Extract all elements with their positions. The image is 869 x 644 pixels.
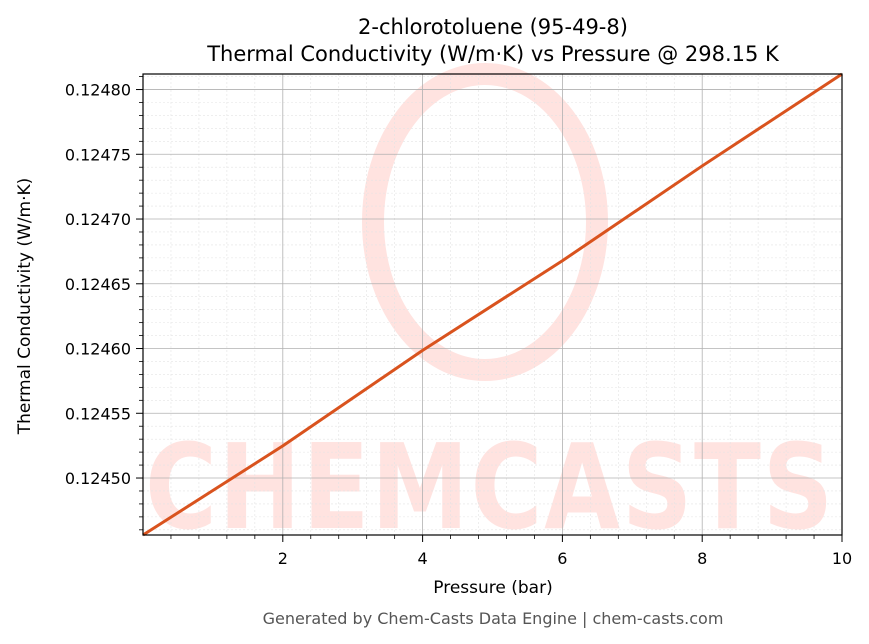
- series-layer: [142, 72, 843, 537]
- y-tick-label: 0.12465: [65, 275, 131, 294]
- plot-frame: [142, 73, 843, 536]
- series-line: [142, 72, 843, 537]
- x-tick-label: 6: [557, 549, 567, 568]
- x-tick-label: 4: [418, 549, 428, 568]
- y-axis-ticks: 0.12450 0.12455 0.12460 0.12465 0.12470 0.124…: [65, 76, 143, 531]
- y-axis-label: Thermal Conductivity (W/m·K): [15, 178, 35, 436]
- footer-credit: Generated by Chem-Casts Data Engine | ch…: [263, 609, 724, 628]
- x-tick-label: 2: [278, 549, 288, 568]
- x-tick-label: 8: [697, 549, 707, 568]
- x-tick-label: 10: [832, 549, 852, 568]
- y-tick-label: 0.12455: [65, 404, 131, 423]
- chart-subtitle: Thermal Conductivity (W/m·K) vs Pressure…: [206, 42, 780, 66]
- y-tick-label: 0.12475: [65, 145, 131, 164]
- minor-grid: [143, 74, 842, 535]
- watermark-ring: [362, 63, 608, 381]
- y-tick-label: 0.12470: [65, 210, 131, 229]
- x-axis-ticks: 2 4 6 8 10: [170, 535, 852, 568]
- y-tick-label: 0.12450: [65, 469, 131, 488]
- chart-title: 2-chlorotoluene (95-49-8): [358, 15, 628, 39]
- watermark-text: CHEMCASTS: [145, 418, 835, 556]
- x-axis-label: Pressure (bar): [433, 578, 552, 598]
- y-tick-label: 0.12460: [65, 340, 131, 359]
- y-tick-label: 0.12480: [65, 81, 131, 100]
